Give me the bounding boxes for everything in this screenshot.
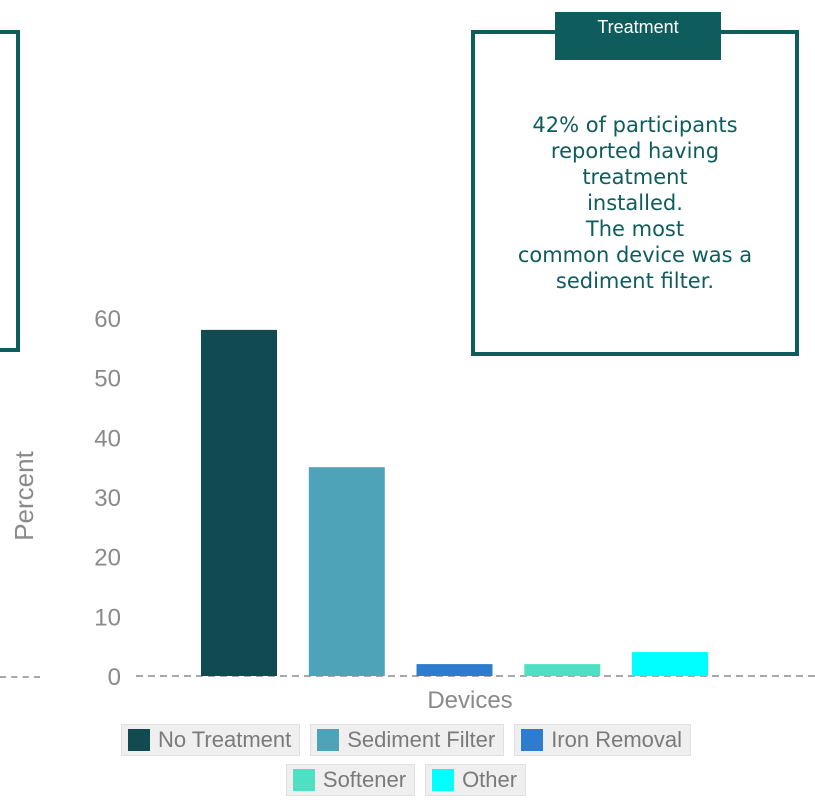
legend-label: No Treatment [157,727,292,752]
legend-item: Sediment Filter [310,724,505,756]
legend-label: Iron Removal [551,727,683,752]
legend-swatch [292,769,315,791]
callout-line: 42% of participants [532,113,738,137]
bar-sediment-filter [308,467,385,676]
y-tick-label: 50 [94,366,121,393]
left-panel-baseline [0,676,40,678]
legend-item: Softener [285,764,416,796]
callout-line: The most [585,217,685,241]
bar-chart: 0 10 20 30 40 50 60 Percent Devices [9,306,815,714]
treatment-callout-title: Treatment [555,12,721,60]
y-tick-label: 20 [94,545,121,572]
legend-label: Sediment Filter [347,727,496,752]
treatment-callout-text: 42% of participants reported having trea… [485,112,785,294]
y-axis-ticks: 0 10 20 30 40 50 60 [94,306,121,691]
y-tick-label: 60 [94,306,121,333]
y-tick-label: 30 [94,485,121,512]
legend-item: Other [425,764,527,796]
x-axis-label: Devices [427,687,512,714]
legend-item: Iron Removal [514,724,692,756]
legend-item: No Treatment [120,724,301,756]
left-panel-frame [0,30,20,352]
y-tick-label: 0 [108,664,121,691]
treatment-callout: Treatment 42% of participants reported h… [471,12,799,356]
chart-legend: No Treatment Sediment Filter Iron Removal S… [86,724,726,796]
callout-line: reported having [550,139,720,163]
bar-other [632,652,708,676]
legend-swatch [317,729,340,751]
y-tick-label: 40 [94,425,121,452]
y-tick-label: 10 [94,604,121,631]
bar-no-treatment [201,329,277,676]
callout-line: common device was a [517,243,753,267]
legend-label: Other [462,767,518,792]
legend-swatch [127,729,150,751]
callout-line: installed. [587,191,683,215]
legend-swatch [432,769,455,791]
legend-label: Softener [322,767,407,792]
bar-iron-removal [416,664,493,676]
bar-softener [524,664,601,676]
callout-line: treatment [582,165,688,189]
y-axis-label: Percent [9,450,39,540]
bars [201,329,708,676]
legend-swatch [521,729,544,751]
callout-line: sediment filter. [555,269,715,293]
